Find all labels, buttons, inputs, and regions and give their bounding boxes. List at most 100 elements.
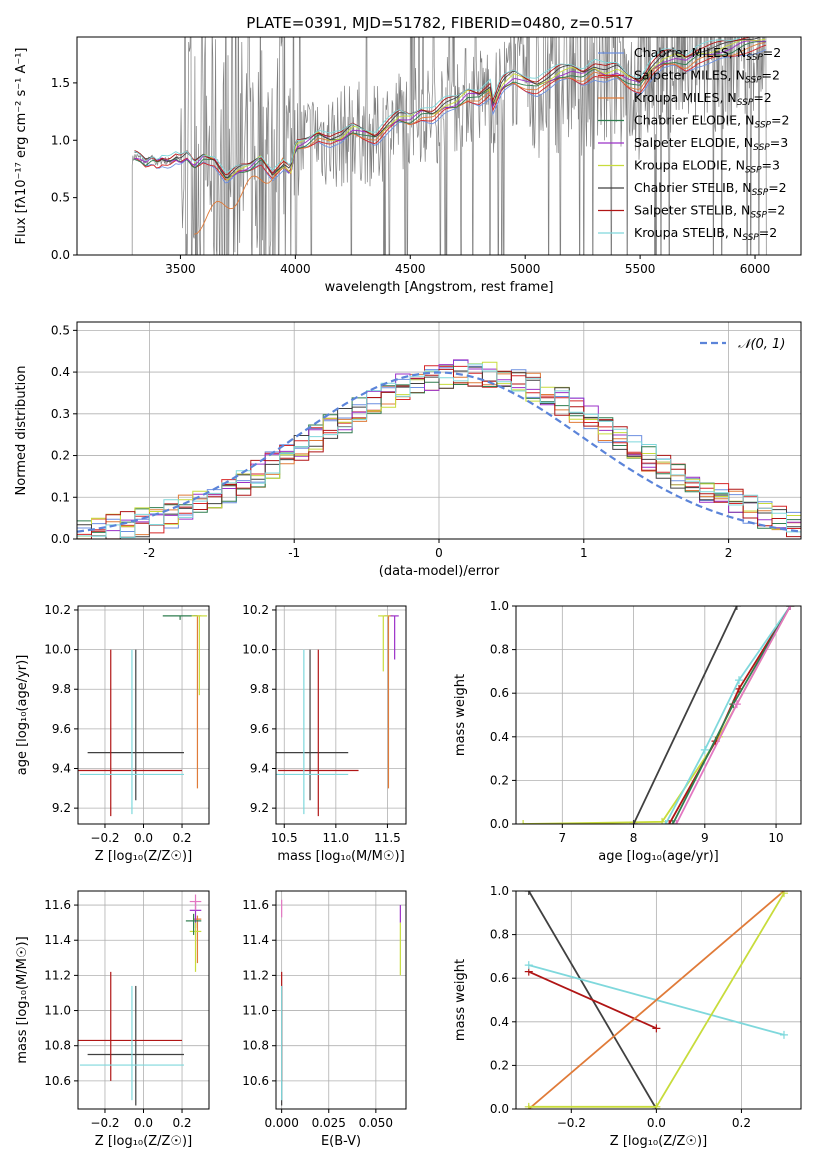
y-tick-label: 10.8 xyxy=(242,1039,269,1053)
y-tick-label: 10.6 xyxy=(44,1074,71,1088)
axes-frame xyxy=(515,890,802,1110)
weight-series-line xyxy=(675,606,792,824)
x-tick-label: 3500 xyxy=(165,262,196,276)
x-tick-label: 0.2 xyxy=(732,1116,751,1130)
weight-point-marker xyxy=(658,817,667,824)
y-tick-label: 0.8 xyxy=(490,928,509,942)
weight-point-marker xyxy=(524,961,533,970)
weight-point-marker xyxy=(786,606,795,610)
spectrum-panel: 3500 4000 4500 5000 5500 6000 0.0 0.5 1.0 1.5 wave… xyxy=(14,36,802,295)
residuals-panel: -2 -1 0 1 2 0.0 0.1 0.2 0.3 0.4 0.5 (data-model)/er… xyxy=(14,321,802,579)
weight-point-marker xyxy=(732,700,741,709)
axes-frame xyxy=(275,890,407,1110)
y-tick-label: 11.4 xyxy=(44,933,71,947)
y-tick-label: 0.6 xyxy=(490,686,509,700)
mass-vs-metallicity-panel: −0.2 0.0 0.2 10.6 10.8 11.0 11.2 11.4 11.6 Z [log… xyxy=(15,890,210,1149)
x-tick-label: 11.0 xyxy=(322,831,349,845)
x-axis-label: mass [log₁₀(M/M☉)] xyxy=(277,849,404,864)
x-tick-label: 9 xyxy=(701,831,709,845)
y-tick-label: 1.0 xyxy=(490,599,509,613)
mass-vs-reddening-panel: 0.000 0.025 0.050 10.6 10.8 11.0 11.2 11.4 11.6 E… xyxy=(242,890,407,1149)
weight-point-marker xyxy=(665,820,674,824)
y-tick-label: 1.0 xyxy=(51,133,70,147)
x-tick-label: 0 xyxy=(435,546,443,560)
x-axis-label: (data-model)/error xyxy=(379,564,500,579)
x-tick-label: 0.0 xyxy=(647,1116,666,1130)
x-tick-label: 0.0 xyxy=(134,831,153,845)
x-tick-label: 4500 xyxy=(395,262,426,276)
y-axis-label: age [log₁₀(age/yr)] xyxy=(15,655,30,776)
weight-point-marker xyxy=(652,1024,661,1033)
y-tick-label: 9.6 xyxy=(52,722,71,736)
y-axis-label: Normed distribution xyxy=(14,366,29,496)
x-tick-label: 4000 xyxy=(280,262,311,276)
weight-series-line xyxy=(632,606,738,824)
x-tick-label: −0.2 xyxy=(90,831,119,845)
x-tick-label: −0.2 xyxy=(90,1116,119,1130)
y-tick-label: 0.2 xyxy=(51,449,70,463)
weight-point-marker xyxy=(779,891,788,898)
x-tick-label: 5000 xyxy=(510,262,541,276)
x-axis-label: Z [log₁₀(Z/Z☉)] xyxy=(95,849,192,864)
spectrum-plot-area xyxy=(97,37,767,255)
weight-point-marker xyxy=(735,676,744,685)
y-tick-label: 9.4 xyxy=(250,762,269,776)
weight-point-marker xyxy=(652,1102,661,1109)
x-tick-label: 7 xyxy=(558,831,566,845)
axes-frame xyxy=(515,605,802,825)
legend-entry: Salpeter STELIB, NSSP=2 xyxy=(634,203,785,221)
y-tick-label: 11.4 xyxy=(242,933,269,947)
weight-point-marker xyxy=(629,820,638,824)
weight-point-marker xyxy=(661,820,670,824)
weight-point-marker xyxy=(519,820,528,824)
axes-frame xyxy=(77,890,210,1110)
weight-point-marker xyxy=(524,1102,533,1109)
x-tick-label: 0.2 xyxy=(172,831,191,845)
x-tick-label: 10.5 xyxy=(271,831,298,845)
x-tick-label: 11.5 xyxy=(374,831,401,845)
weight-point-marker xyxy=(700,745,709,754)
y-tick-label: 11.2 xyxy=(44,968,71,982)
x-tick-label: −0.2 xyxy=(557,1116,586,1130)
y-tick-label: 0.2 xyxy=(490,773,509,787)
x-tick-label: 0.025 xyxy=(312,1116,346,1130)
scatter-plot-area xyxy=(281,899,401,1106)
legend-entry: Salpeter MILES, NSSP=2 xyxy=(634,68,780,86)
y-axis-label: mass [log₁₀(M/M☉)] xyxy=(15,936,30,1063)
y-tick-label: 9.6 xyxy=(250,722,269,736)
normal-curve-line xyxy=(77,371,801,533)
weight-series-line xyxy=(528,970,657,1030)
weight-point-marker xyxy=(668,820,677,824)
y-tick-label: 10.2 xyxy=(242,603,269,617)
legend-entry: Kroupa ELODIE, NSSP=3 xyxy=(634,158,780,176)
y-tick-label: 9.2 xyxy=(52,801,71,815)
y-tick-label: 11.0 xyxy=(242,1004,269,1018)
x-tick-label: 6000 xyxy=(740,262,771,276)
y-tick-label: 9.4 xyxy=(52,762,71,776)
y-tick-label: 1.0 xyxy=(490,884,509,898)
observed-spectrum-line xyxy=(97,37,767,255)
y-tick-label: 0.4 xyxy=(51,365,70,379)
axes-frame xyxy=(77,605,210,825)
y-tick-label: 10.2 xyxy=(44,603,71,617)
weight-vs-metallicity-panel: −0.2 0.0 0.2 0.0 0.2 0.4 0.6 0.8 1.0 Z [log₁₀(Z/Z… xyxy=(453,884,802,1149)
weight-point-marker xyxy=(779,1030,788,1039)
y-tick-label: 1.5 xyxy=(51,76,70,90)
y-tick-label: 0.0 xyxy=(51,248,70,262)
y-tick-label: 11.0 xyxy=(44,1004,71,1018)
y-tick-label: 11.6 xyxy=(242,898,269,912)
line-plot-area xyxy=(519,606,795,824)
weight-series-line xyxy=(664,606,792,824)
scatter-plot-area xyxy=(78,894,202,1106)
y-tick-label: 9.2 xyxy=(250,801,269,815)
x-tick-label: 1 xyxy=(580,546,588,560)
histogram-step-line xyxy=(77,363,801,539)
age-vs-mass-panel: 10.5 11.0 11.5 9.2 9.4 9.6 9.8 10.0 10.2 mass [lo… xyxy=(242,603,407,864)
scatter-plot-area xyxy=(276,615,399,817)
x-axis-label: Z [log₁₀(Z/Z☉)] xyxy=(610,1134,707,1149)
y-tick-label: 0.3 xyxy=(51,407,70,421)
legend-entry: Salpeter ELODIE, NSSP=3 xyxy=(634,135,788,153)
x-tick-label: 0.000 xyxy=(264,1116,298,1130)
x-tick-label: -2 xyxy=(143,546,155,560)
